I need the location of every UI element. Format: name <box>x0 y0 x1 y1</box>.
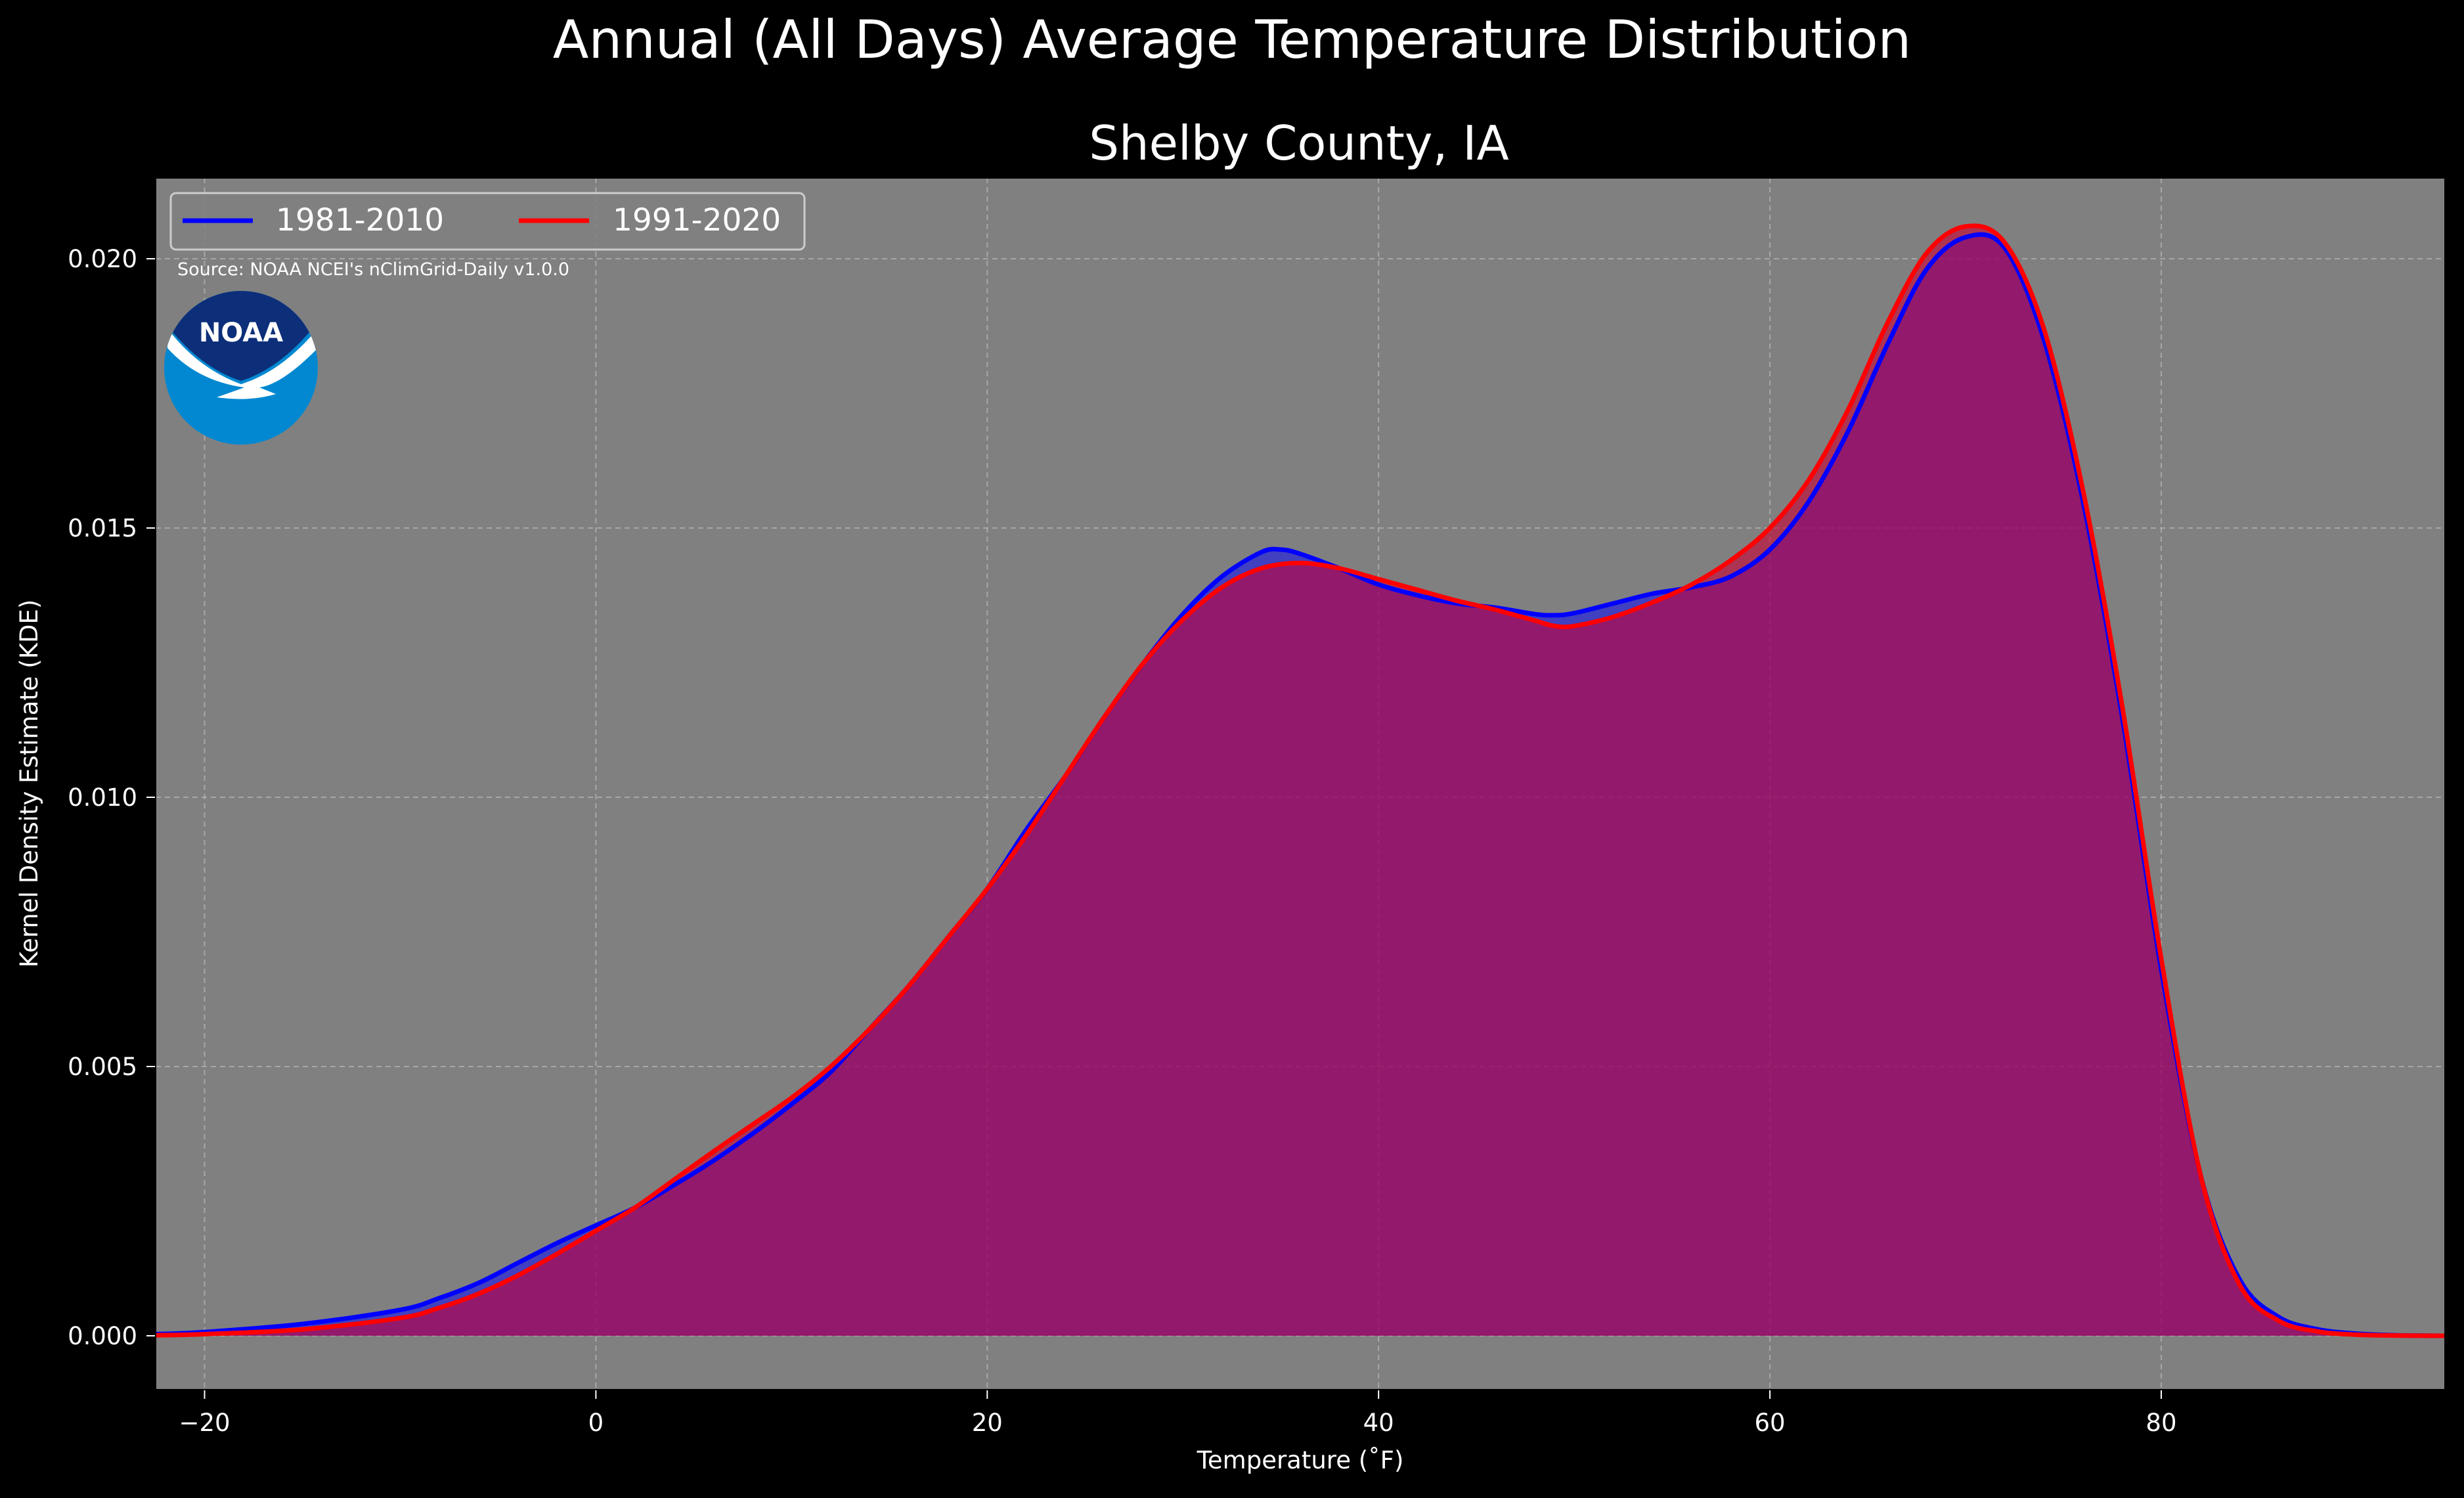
x-tick-label: 60 <box>1755 1409 1786 1437</box>
legend-box <box>169 192 806 251</box>
x-tick-label: 0 <box>588 1409 604 1437</box>
y-tick-label: 0.020 <box>68 245 137 273</box>
legend-label-1981-2010: 1981-2010 <box>276 202 444 238</box>
legend-label-1991-2020: 1991-2020 <box>613 202 781 238</box>
series-layer <box>155 223 2446 1338</box>
axes-frame <box>155 177 2446 1390</box>
x-tick-label: 40 <box>1363 1409 1394 1437</box>
source-note: Source: NOAA NCEI's nClimGrid-Daily v1.0… <box>177 259 569 280</box>
x-tick-label: 20 <box>972 1409 1003 1437</box>
x-tick-label: 80 <box>2145 1409 2176 1437</box>
x-tick-label: −20 <box>179 1409 230 1437</box>
y-tick-label: 0.015 <box>68 514 137 542</box>
y-tick-label: 0.000 <box>68 1322 137 1350</box>
legend: 1981-2010 1991-2020 <box>169 192 806 251</box>
series-fill-1991-2020 <box>156 225 2445 1336</box>
noaa-logo-text: NOAA <box>199 318 283 348</box>
series-line-1991-2020 <box>155 223 2446 1338</box>
chart-title: Shelby County, IA <box>1089 116 1509 171</box>
y-tick-label: 0.010 <box>68 783 137 812</box>
x-axis-label: Temperature (˚F) <box>1197 1446 1404 1474</box>
y-tick-label: 0.005 <box>68 1053 137 1081</box>
axis-ticks: −20 0 20 40 60 80 0.000 0.005 0.010 0.015 0.020 <box>68 177 2446 1437</box>
figure-suptitle: Annual (All Days) Average Temperature Di… <box>553 9 1911 70</box>
y-axis-label: Kernel Density Estimate (KDE) <box>15 600 43 968</box>
